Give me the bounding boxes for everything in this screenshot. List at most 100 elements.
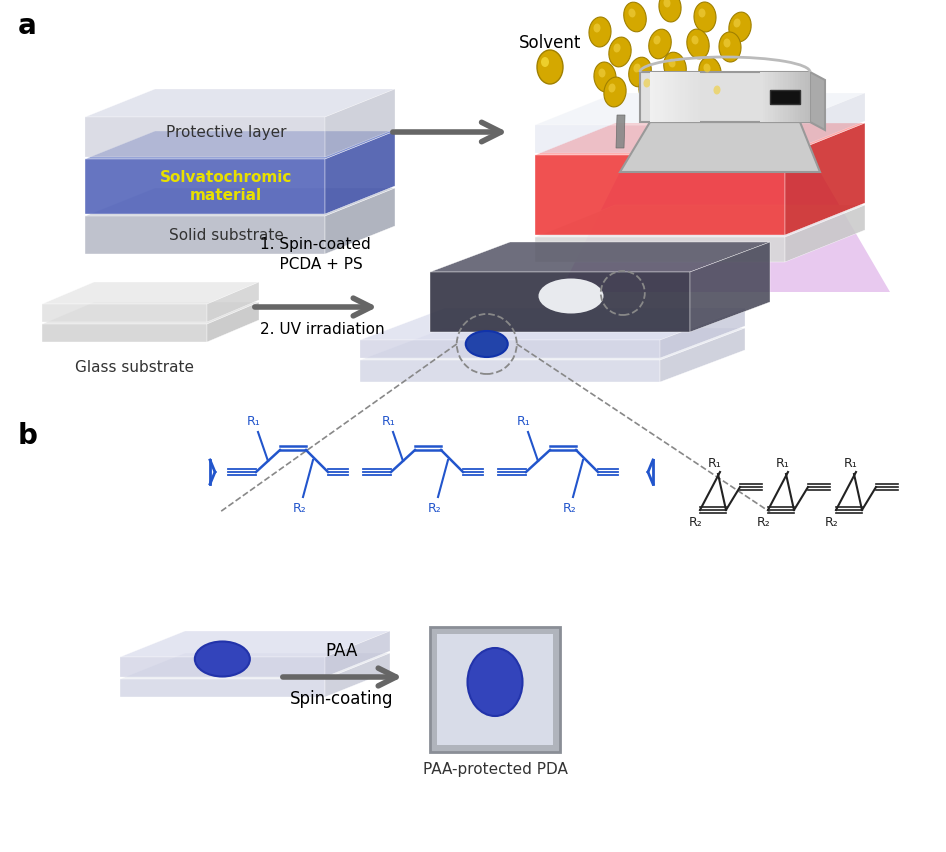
Polygon shape — [716, 114, 725, 147]
Bar — [808, 72, 810, 122]
Ellipse shape — [709, 79, 731, 109]
Polygon shape — [535, 205, 865, 237]
Polygon shape — [535, 125, 785, 153]
Ellipse shape — [664, 52, 686, 82]
Bar — [775, 72, 778, 122]
Ellipse shape — [733, 19, 741, 27]
Bar — [690, 72, 692, 122]
Polygon shape — [85, 188, 395, 216]
Ellipse shape — [589, 17, 611, 47]
Bar — [653, 72, 655, 122]
Text: PAA: PAA — [325, 642, 359, 660]
Polygon shape — [535, 237, 785, 262]
Text: R₁: R₁ — [844, 457, 858, 470]
Ellipse shape — [681, 82, 689, 90]
Polygon shape — [42, 304, 207, 322]
Ellipse shape — [724, 38, 730, 48]
Bar — [677, 72, 680, 122]
Polygon shape — [85, 117, 325, 157]
Ellipse shape — [654, 36, 660, 44]
Polygon shape — [325, 131, 395, 214]
Ellipse shape — [609, 37, 631, 67]
Polygon shape — [120, 653, 390, 679]
Text: R₂: R₂ — [429, 502, 442, 515]
Polygon shape — [360, 340, 660, 358]
Polygon shape — [660, 308, 745, 358]
Bar — [695, 72, 697, 122]
Ellipse shape — [643, 78, 651, 88]
Bar — [650, 72, 653, 122]
Text: R₂: R₂ — [563, 502, 577, 515]
Polygon shape — [785, 123, 865, 235]
Polygon shape — [42, 302, 259, 324]
Text: R₁: R₁ — [247, 415, 261, 428]
Bar — [767, 72, 770, 122]
Ellipse shape — [713, 85, 721, 95]
Bar — [778, 72, 780, 122]
Polygon shape — [325, 653, 390, 697]
Ellipse shape — [698, 9, 706, 18]
Ellipse shape — [649, 29, 672, 59]
Polygon shape — [560, 172, 890, 292]
Ellipse shape — [608, 83, 616, 93]
Ellipse shape — [719, 32, 741, 62]
Text: R₁: R₁ — [709, 457, 722, 470]
Ellipse shape — [628, 9, 636, 17]
Polygon shape — [120, 679, 325, 697]
Bar — [800, 72, 802, 122]
Text: Glass substrate: Glass substrate — [76, 360, 194, 375]
Polygon shape — [785, 205, 865, 262]
Ellipse shape — [623, 3, 646, 32]
Bar — [773, 72, 775, 122]
Ellipse shape — [467, 648, 522, 716]
Ellipse shape — [728, 12, 751, 42]
Polygon shape — [620, 122, 820, 172]
Bar — [795, 72, 797, 122]
Bar — [787, 72, 790, 122]
Polygon shape — [666, 117, 675, 150]
Polygon shape — [810, 72, 825, 130]
Polygon shape — [207, 282, 259, 322]
Polygon shape — [325, 631, 390, 677]
Polygon shape — [360, 328, 745, 360]
Polygon shape — [430, 242, 770, 272]
Text: Spin-coating: Spin-coating — [290, 690, 394, 708]
Bar — [655, 72, 657, 122]
Text: Solvent: Solvent — [518, 34, 581, 52]
Ellipse shape — [659, 0, 681, 22]
Text: R₁: R₁ — [382, 415, 395, 428]
Ellipse shape — [195, 642, 250, 676]
Bar — [657, 72, 660, 122]
Polygon shape — [85, 216, 325, 254]
Ellipse shape — [669, 59, 675, 67]
Bar — [790, 72, 793, 122]
Text: R₁: R₁ — [776, 457, 790, 470]
Polygon shape — [85, 89, 395, 117]
Ellipse shape — [692, 36, 698, 44]
Polygon shape — [535, 155, 785, 235]
Ellipse shape — [604, 77, 626, 106]
Text: R₂: R₂ — [293, 502, 307, 515]
Ellipse shape — [634, 64, 640, 72]
Bar — [797, 72, 800, 122]
Text: R₂: R₂ — [757, 516, 771, 529]
Bar — [805, 72, 808, 122]
Polygon shape — [42, 324, 207, 342]
Bar — [668, 72, 670, 122]
Polygon shape — [430, 272, 690, 332]
Ellipse shape — [677, 75, 699, 105]
Text: Solvatochromic
material: Solvatochromic material — [160, 170, 292, 204]
Bar — [680, 72, 682, 122]
Bar — [685, 72, 688, 122]
Text: R₂: R₂ — [689, 516, 703, 529]
Polygon shape — [535, 123, 865, 155]
Bar — [765, 72, 767, 122]
Bar — [673, 72, 675, 122]
Polygon shape — [535, 93, 865, 125]
Ellipse shape — [694, 2, 716, 32]
Bar — [760, 72, 762, 122]
Ellipse shape — [594, 62, 616, 92]
Polygon shape — [325, 188, 395, 254]
Ellipse shape — [663, 0, 671, 8]
Polygon shape — [207, 302, 259, 342]
